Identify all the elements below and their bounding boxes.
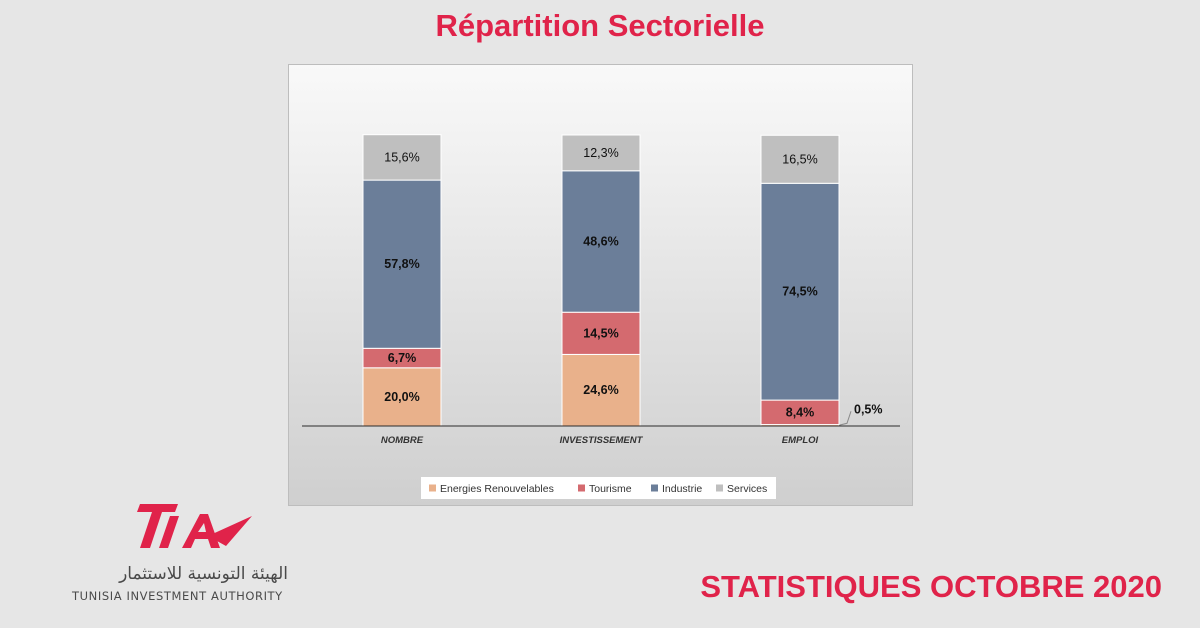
- legend-swatch: [716, 484, 723, 492]
- tia-logo-icon: [137, 504, 252, 548]
- x-tick-label: EMPLOI: [782, 435, 819, 446]
- data-label: 0,5%: [854, 402, 883, 416]
- legend-box: [421, 477, 776, 499]
- bar-segment: [760, 134, 840, 184]
- bar-segment: [561, 134, 641, 172]
- data-label: 74,5%: [782, 285, 817, 299]
- page-title: Répartition Sectorielle: [435, 8, 765, 43]
- logo-arabic-text: الهيئة التونسية للاستثمار: [119, 564, 288, 584]
- data-label: 16,5%: [782, 152, 817, 166]
- legend-label: Services: [727, 483, 767, 495]
- data-label: 48,6%: [583, 235, 618, 249]
- legend-swatch: [429, 484, 436, 492]
- data-label: 24,6%: [583, 383, 618, 397]
- data-label: 14,5%: [583, 326, 618, 340]
- bar-segment: [362, 134, 442, 181]
- data-label: 20,0%: [384, 390, 419, 404]
- chart-panel: 20,0% 6,7% 57,8% 15,6% NOMBRE 24,6% 14,5% 48,6%…: [288, 64, 913, 506]
- leader-line: [838, 411, 852, 426]
- legend-label: Industrie: [662, 483, 702, 495]
- legend-label: Energies Renouvelables: [440, 483, 554, 495]
- footer-title: STATISTIQUES OCTOBRE 2020: [700, 569, 1162, 604]
- legend-swatch: [578, 484, 585, 492]
- data-label: 8,4%: [786, 405, 815, 419]
- data-label: 57,8%: [384, 257, 419, 271]
- legend-label: Tourisme: [589, 483, 632, 495]
- bar-segment: [561, 170, 641, 313]
- x-tick-label: NOMBRE: [381, 435, 424, 446]
- stacked-bar-chart: 20,0% 6,7% 57,8% 15,6% NOMBRE 24,6% 14,5% 48,6%…: [302, 134, 900, 499]
- bar-segment: [760, 182, 840, 401]
- bar-segment: [561, 311, 641, 355]
- data-label: 6,7%: [388, 351, 417, 365]
- logo-english-text: TUNISIA INVESTMENT AUTHORITY: [72, 589, 283, 603]
- data-label: 15,6%: [384, 150, 419, 164]
- legend-swatch: [651, 484, 658, 492]
- x-tick-label: INVESTISSEMENT: [560, 435, 644, 446]
- bar-segment: [362, 367, 442, 427]
- data-label: 12,3%: [583, 146, 618, 160]
